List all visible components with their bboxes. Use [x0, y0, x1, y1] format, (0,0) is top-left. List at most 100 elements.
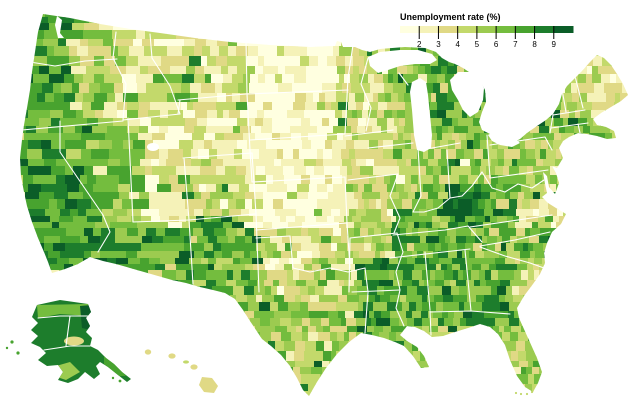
- county-cell[interactable]: [489, 258, 496, 265]
- county-cell[interactable]: [204, 66, 213, 75]
- county-cell[interactable]: [324, 286, 333, 296]
- county-cell[interactable]: [109, 149, 123, 160]
- county-cell[interactable]: [511, 264, 518, 271]
- county-cell[interactable]: [176, 166, 190, 176]
- county-cell[interactable]: [60, 236, 74, 244]
- county-cell[interactable]: [545, 216, 554, 223]
- county-cell[interactable]: [216, 166, 226, 176]
- county-cell[interactable]: [466, 199, 473, 210]
- county-cell[interactable]: [361, 216, 370, 223]
- county-cell[interactable]: [283, 149, 294, 160]
- county-cell[interactable]: [523, 295, 531, 303]
- county-cell[interactable]: [225, 166, 237, 176]
- county-cell[interactable]: [250, 251, 262, 259]
- county-cell[interactable]: [73, 222, 82, 229]
- county-cell[interactable]: [443, 295, 454, 303]
- county-cell[interactable]: [502, 332, 511, 342]
- county-cell[interactable]: [342, 110, 348, 119]
- county-cell[interactable]: [196, 295, 207, 303]
- county-cell[interactable]: [309, 56, 319, 67]
- county-cell[interactable]: [308, 374, 321, 385]
- county-cell[interactable]: [322, 367, 334, 375]
- county-cell[interactable]: [247, 295, 257, 303]
- county-cell[interactable]: [509, 118, 516, 127]
- county-cell[interactable]: [165, 39, 174, 47]
- county-cell[interactable]: [593, 56, 603, 67]
- county-cell[interactable]: [491, 159, 499, 167]
- county-cell[interactable]: [619, 270, 628, 281]
- county-cell[interactable]: [57, 258, 70, 265]
- county-cell[interactable]: [466, 341, 473, 352]
- county-cell[interactable]: [507, 216, 514, 223]
- county-cell[interactable]: [306, 83, 315, 94]
- county-cell[interactable]: [314, 166, 325, 176]
- county-cell[interactable]: [537, 39, 545, 47]
- county-cell[interactable]: [364, 374, 375, 385]
- county-cell[interactable]: [502, 66, 512, 75]
- county-cell[interactable]: [375, 251, 381, 259]
- county-cell[interactable]: [20, 374, 34, 385]
- county-cell[interactable]: [621, 110, 631, 119]
- county-cell[interactable]: [305, 102, 312, 111]
- county-cell[interactable]: [323, 159, 335, 167]
- county-cell[interactable]: [607, 66, 618, 75]
- county-cell[interactable]: [459, 361, 466, 368]
- county-cell[interactable]: [338, 367, 345, 375]
- county-cell[interactable]: [152, 133, 166, 141]
- county-cell[interactable]: [48, 102, 60, 111]
- county-cell[interactable]: [217, 39, 229, 47]
- county-cell[interactable]: [568, 326, 577, 333]
- county-cell[interactable]: [281, 384, 293, 392]
- county-cell[interactable]: [555, 159, 564, 167]
- county-cell[interactable]: [455, 159, 461, 167]
- county-cell[interactable]: [550, 302, 556, 312]
- county-cell[interactable]: [186, 66, 196, 75]
- county-cell[interactable]: [386, 236, 393, 244]
- county-cell[interactable]: [532, 367, 540, 375]
- county-cell[interactable]: [627, 236, 636, 244]
- county-cell[interactable]: [448, 341, 457, 352]
- county-cell[interactable]: [238, 216, 246, 223]
- county-cell[interactable]: [371, 222, 378, 229]
- county-cell[interactable]: [576, 332, 585, 342]
- county-cell[interactable]: [217, 149, 229, 160]
- county-cell[interactable]: [267, 270, 279, 281]
- county-cell[interactable]: [391, 216, 397, 223]
- county-cell[interactable]: [363, 149, 371, 160]
- county-cell[interactable]: [348, 236, 359, 244]
- county-cell[interactable]: [483, 286, 492, 296]
- county-cell[interactable]: [624, 332, 631, 342]
- county-cell[interactable]: [614, 318, 623, 327]
- county-cell[interactable]: [604, 199, 611, 210]
- county-cell[interactable]: [499, 251, 508, 259]
- county-cell[interactable]: [544, 384, 552, 392]
- county-cell[interactable]: [170, 83, 182, 94]
- county-cell[interactable]: [516, 209, 526, 217]
- county-cell[interactable]: [151, 118, 165, 127]
- county-cell[interactable]: [279, 280, 288, 287]
- county-cell[interactable]: [610, 243, 620, 252]
- county-cell[interactable]: [489, 264, 497, 271]
- county-cell[interactable]: [244, 251, 251, 259]
- county-cell[interactable]: [526, 351, 537, 362]
- county-cell[interactable]: [413, 367, 420, 375]
- county-cell[interactable]: [593, 46, 601, 57]
- county-cell[interactable]: [369, 30, 377, 40]
- county-cell[interactable]: [27, 258, 36, 265]
- county-cell[interactable]: [0, 361, 7, 368]
- county-cell[interactable]: [14, 23, 22, 31]
- county-cell[interactable]: [387, 209, 394, 217]
- county-cell[interactable]: [298, 391, 307, 398]
- county-cell[interactable]: [608, 17, 614, 24]
- county-cell[interactable]: [267, 184, 279, 193]
- county-cell[interactable]: [286, 374, 295, 385]
- county-cell[interactable]: [169, 216, 180, 223]
- county-cell[interactable]: [344, 280, 350, 287]
- county-cell[interactable]: [148, 17, 159, 24]
- county-cell[interactable]: [271, 351, 279, 362]
- county-cell[interactable]: [193, 280, 201, 287]
- county-cell[interactable]: [496, 184, 504, 193]
- county-cell[interactable]: [193, 102, 206, 111]
- county-cell[interactable]: [293, 149, 300, 160]
- county-cell[interactable]: [407, 209, 413, 217]
